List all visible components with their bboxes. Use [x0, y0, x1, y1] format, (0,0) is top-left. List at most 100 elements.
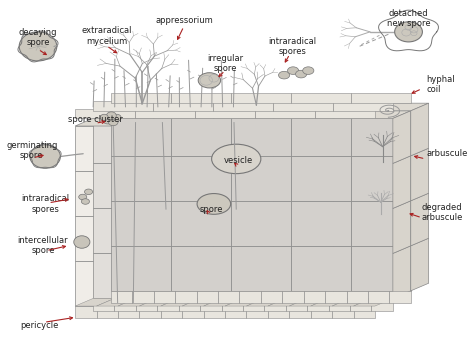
Polygon shape	[291, 201, 351, 246]
Polygon shape	[135, 261, 195, 306]
Polygon shape	[111, 103, 189, 111]
Polygon shape	[273, 208, 333, 253]
Polygon shape	[255, 171, 315, 216]
Text: arbuscule: arbuscule	[427, 149, 468, 158]
Polygon shape	[225, 306, 246, 318]
Polygon shape	[213, 163, 273, 208]
Polygon shape	[291, 246, 351, 291]
Polygon shape	[75, 118, 153, 126]
Polygon shape	[97, 306, 118, 318]
Polygon shape	[153, 208, 213, 253]
Polygon shape	[182, 298, 221, 306]
Circle shape	[19, 32, 57, 61]
Ellipse shape	[395, 22, 422, 42]
Polygon shape	[111, 246, 171, 291]
Polygon shape	[153, 163, 213, 208]
Text: intraradical
spores: intraradical spores	[21, 194, 69, 214]
Polygon shape	[93, 163, 153, 208]
Polygon shape	[195, 126, 255, 171]
Polygon shape	[273, 111, 351, 118]
Polygon shape	[351, 94, 411, 103]
Polygon shape	[231, 111, 291, 156]
Text: spore: spore	[200, 205, 223, 214]
Polygon shape	[346, 291, 368, 303]
Polygon shape	[154, 291, 175, 303]
Polygon shape	[75, 171, 135, 216]
Polygon shape	[135, 171, 195, 216]
Polygon shape	[161, 298, 200, 306]
Polygon shape	[93, 298, 114, 311]
Polygon shape	[161, 306, 182, 318]
Polygon shape	[350, 298, 372, 311]
Text: appressorium: appressorium	[156, 16, 214, 25]
Polygon shape	[393, 201, 411, 253]
Polygon shape	[246, 298, 286, 306]
Polygon shape	[286, 298, 307, 311]
Polygon shape	[289, 306, 311, 318]
Polygon shape	[291, 103, 369, 111]
Polygon shape	[325, 291, 346, 303]
Polygon shape	[197, 291, 218, 303]
Polygon shape	[139, 306, 161, 318]
Polygon shape	[264, 298, 286, 311]
Polygon shape	[332, 298, 372, 306]
Polygon shape	[114, 298, 136, 311]
Polygon shape	[372, 298, 393, 311]
Polygon shape	[153, 101, 213, 111]
Polygon shape	[354, 298, 393, 306]
Ellipse shape	[287, 67, 299, 74]
Polygon shape	[231, 246, 291, 291]
Polygon shape	[171, 103, 249, 111]
Text: intercellular
spore: intercellular spore	[18, 236, 68, 255]
Polygon shape	[221, 298, 243, 311]
Polygon shape	[332, 306, 354, 318]
Polygon shape	[291, 94, 351, 103]
Circle shape	[30, 145, 60, 168]
Polygon shape	[171, 94, 231, 103]
Polygon shape	[411, 193, 428, 246]
Polygon shape	[135, 216, 195, 261]
Polygon shape	[132, 291, 154, 303]
Polygon shape	[213, 118, 273, 163]
Polygon shape	[139, 298, 179, 306]
Circle shape	[112, 114, 121, 121]
Polygon shape	[333, 118, 393, 163]
Polygon shape	[200, 298, 221, 311]
Polygon shape	[333, 208, 393, 253]
Polygon shape	[195, 261, 255, 306]
Polygon shape	[231, 156, 291, 201]
Text: germinating
spore: germinating spore	[6, 141, 57, 160]
Polygon shape	[75, 261, 135, 306]
Polygon shape	[171, 201, 231, 246]
Polygon shape	[354, 306, 375, 318]
Polygon shape	[333, 101, 393, 111]
Polygon shape	[273, 163, 333, 208]
Polygon shape	[351, 201, 411, 246]
Polygon shape	[135, 126, 195, 171]
Text: pericycle: pericycle	[20, 321, 58, 329]
Polygon shape	[411, 103, 428, 156]
Polygon shape	[291, 156, 351, 201]
Polygon shape	[213, 253, 273, 298]
Ellipse shape	[197, 194, 231, 214]
Polygon shape	[311, 298, 350, 306]
Circle shape	[102, 116, 113, 124]
Polygon shape	[291, 111, 351, 156]
Ellipse shape	[79, 194, 87, 200]
Polygon shape	[333, 111, 411, 118]
Polygon shape	[282, 291, 304, 303]
Polygon shape	[351, 103, 428, 111]
Polygon shape	[93, 101, 153, 111]
Polygon shape	[171, 246, 231, 291]
Polygon shape	[231, 103, 309, 111]
Polygon shape	[268, 306, 289, 318]
Polygon shape	[368, 291, 389, 303]
Polygon shape	[375, 253, 393, 306]
Polygon shape	[315, 126, 375, 171]
Polygon shape	[171, 156, 231, 201]
Text: detached
new spore: detached new spore	[387, 9, 430, 28]
Polygon shape	[255, 118, 333, 126]
Ellipse shape	[198, 73, 220, 88]
Polygon shape	[93, 208, 153, 253]
Polygon shape	[75, 109, 135, 118]
